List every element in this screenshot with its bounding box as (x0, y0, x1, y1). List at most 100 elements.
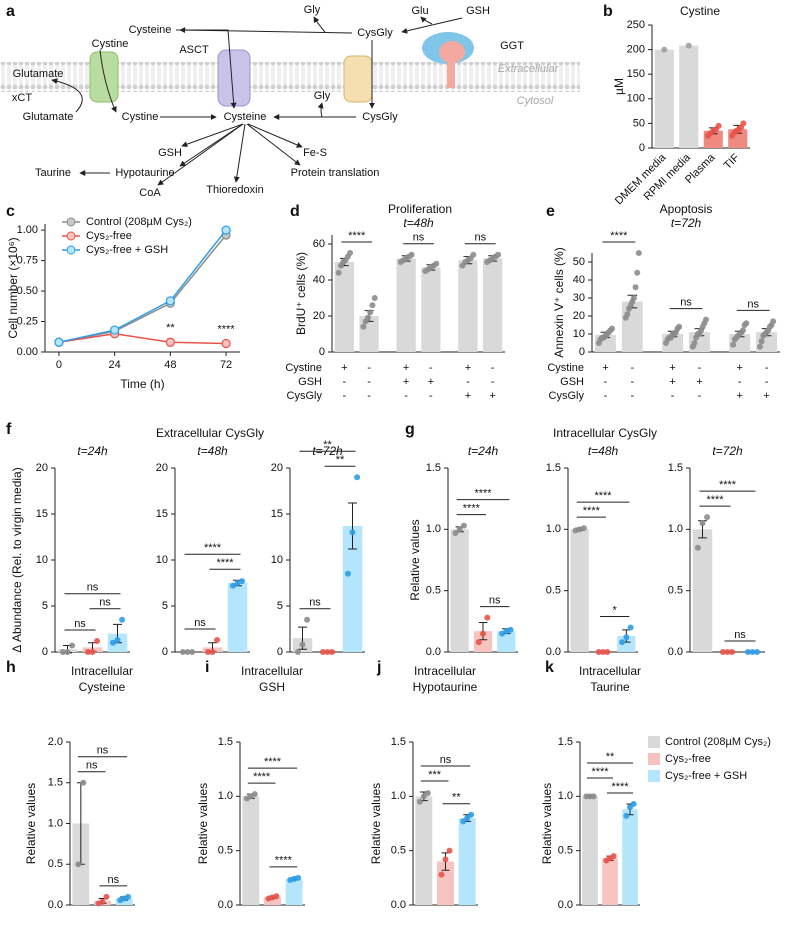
data-point (610, 853, 617, 860)
significance-label: ns (194, 617, 206, 629)
condition-mark: - (765, 362, 769, 374)
chart-subtitle: t=24h (77, 444, 108, 458)
data-point (624, 311, 631, 318)
bar (242, 796, 260, 905)
data-point (299, 641, 306, 648)
data-point (54, 337, 64, 347)
y-axis-label: BrdU⁺ cells (%) (294, 252, 308, 335)
bar (621, 301, 643, 352)
significance-label: **** (204, 542, 222, 554)
node: Cystine (92, 38, 129, 50)
panel-label: c (6, 203, 15, 220)
data-point (704, 514, 711, 521)
y-tick-label: 1.5 (668, 462, 683, 474)
condition-mark: - (367, 376, 371, 388)
data-point (371, 295, 378, 301)
x-tick-label: 24 (109, 359, 121, 371)
data-point (699, 520, 706, 527)
y-tick-label: 20 (36, 462, 48, 474)
node: Protein translation (291, 167, 380, 179)
error-bar (348, 502, 357, 550)
condition-label: CysGly (287, 390, 323, 402)
chart-subtitle: t=24h (468, 444, 499, 458)
x-axis-label: Time (h) (120, 377, 164, 391)
y-tick-label: 200 (627, 44, 645, 56)
data-point (724, 649, 731, 655)
data-point (740, 120, 747, 127)
y-tick-label: 0 (639, 142, 645, 154)
y-tick-label: 1.5 (426, 462, 441, 474)
significance-label: **** (719, 479, 737, 491)
y-tick-label: 0.5 (391, 845, 406, 857)
y-tick-label: 0.5 (426, 585, 441, 597)
y-tick-label: 0 (319, 346, 325, 358)
node: CoA (139, 187, 161, 199)
bar (421, 267, 441, 352)
data-point (460, 818, 467, 825)
y-tick-label: 0.0 (668, 646, 683, 658)
node: Glutamate (23, 111, 74, 123)
condition-mark: + (428, 376, 434, 388)
data-point (719, 649, 726, 655)
condition-mark: - (604, 376, 608, 388)
bar (692, 529, 713, 652)
series-line (58, 332, 227, 345)
significance-label: **** (611, 781, 629, 793)
y-tick-label: 50 (633, 117, 645, 129)
legend-marker (66, 245, 76, 255)
data-point (744, 649, 751, 655)
condition-mark: - (738, 376, 742, 388)
y-tick-label: 1.5 (546, 462, 561, 474)
y-tick-label: 0 (579, 346, 585, 358)
data-point (691, 340, 698, 346)
legend-swatch (648, 770, 660, 782)
x-tick-label: TIF (722, 151, 742, 171)
x-tick-label: 48 (164, 359, 176, 371)
y-tick-label: 0.0 (426, 646, 441, 658)
node: Glutamate (13, 68, 64, 80)
condition-mark: + (403, 376, 409, 388)
chart-subtitle: t=72h (712, 444, 743, 458)
y-tick-label: 5 (277, 600, 283, 612)
bar (679, 45, 699, 148)
data-point (324, 649, 331, 655)
data-point (632, 284, 639, 291)
y-axis-label: Cell number (×10⁶) (6, 237, 20, 338)
data-point (452, 530, 459, 537)
data-point (590, 793, 597, 800)
panel-label: j (376, 659, 381, 676)
significance-label: ns (680, 297, 692, 309)
significance-label: **** (264, 756, 282, 768)
bar (415, 796, 433, 905)
condition-mark: - (404, 390, 408, 402)
data-point (685, 42, 692, 49)
y-tick-label: 15 (271, 508, 283, 520)
bar (622, 809, 638, 905)
significance-label: ns (74, 618, 86, 630)
pathway-diagram: a Glutamate Cystine xCT Glutamate Cystin… (0, 3, 580, 199)
y-tick-label: 0.75 (17, 254, 38, 266)
significance-label: *** (428, 769, 442, 781)
y-axis-label: Relative values (408, 519, 422, 600)
y-tick-label: 1.0 (668, 523, 683, 535)
y-tick-label: 0.5 (48, 858, 63, 870)
bar (342, 525, 363, 652)
y-tick-label: 30 (573, 292, 585, 304)
significance-label: **** (610, 230, 628, 242)
condition-mark: - (429, 390, 433, 402)
y-tick-label: 10 (573, 328, 585, 340)
significance-label: ns (413, 232, 425, 244)
chart-title: Intracellular CysGly (553, 426, 657, 440)
legend-label: Control (208µM Cys₂) (665, 736, 771, 748)
node: Cystine (122, 111, 159, 123)
chart-title: Hypotaurine (413, 680, 478, 694)
y-axis-label: Relative values (540, 783, 554, 864)
condition-label: Cystine (285, 362, 322, 374)
data-point (204, 649, 211, 655)
condition-mark: - (630, 362, 634, 374)
y-axis-label: Δ Abundance (Rel. to virgin media) (10, 467, 24, 652)
y-tick-label: 1.0 (546, 523, 561, 535)
data-point (446, 847, 453, 854)
data-point (630, 800, 637, 807)
significance-label: ns (734, 629, 746, 641)
